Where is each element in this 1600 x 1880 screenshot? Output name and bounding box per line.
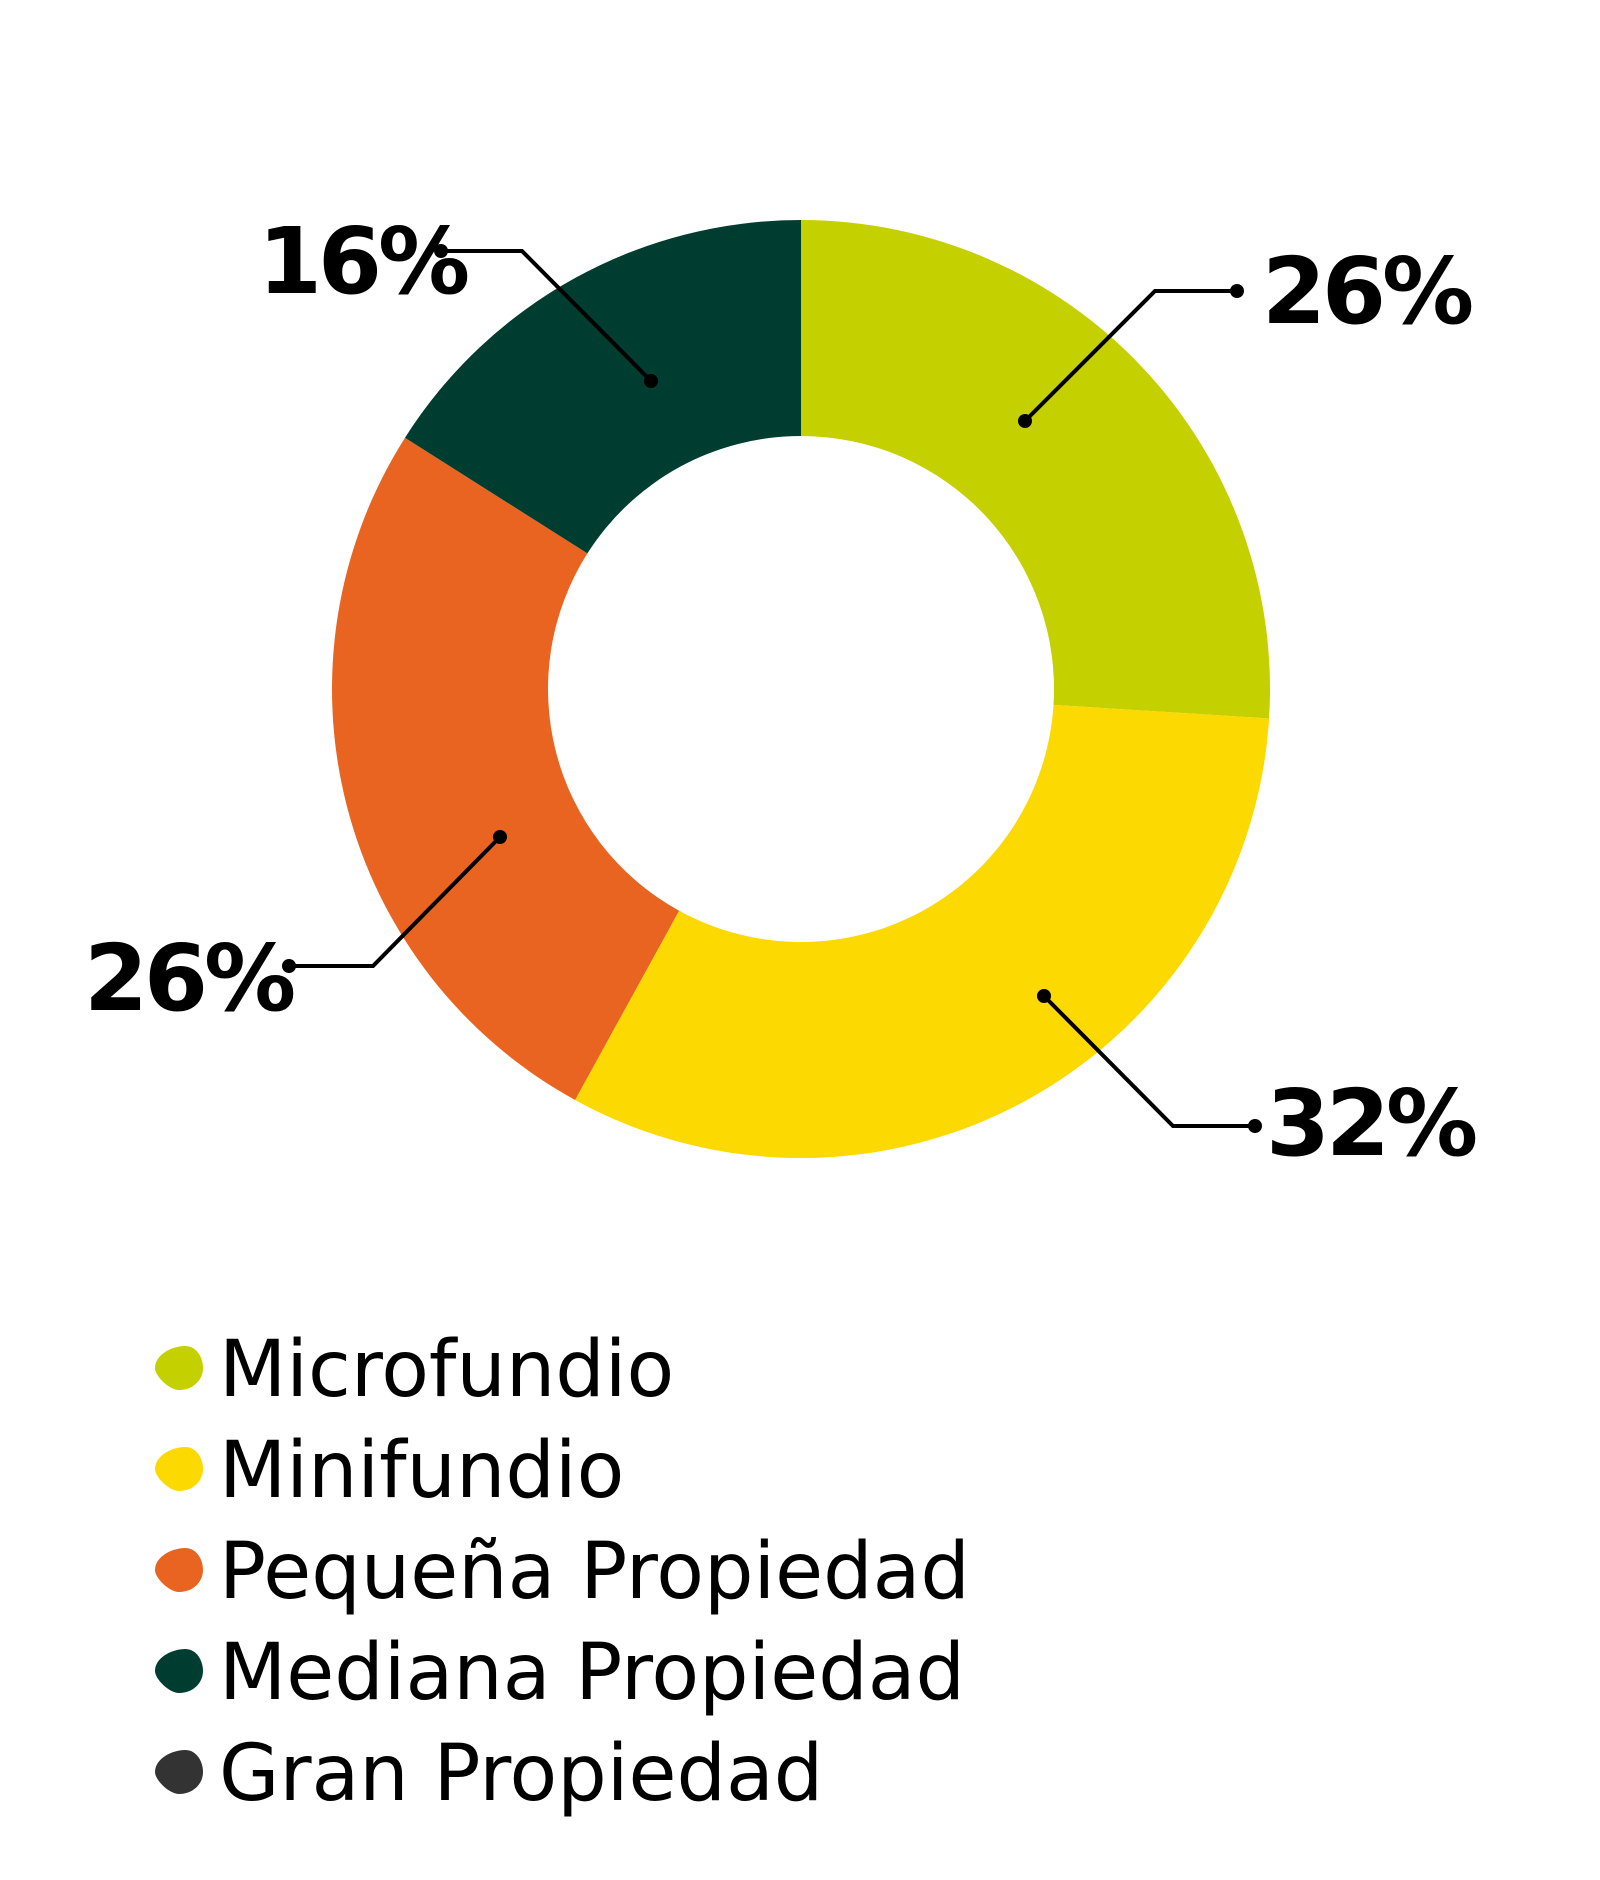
leader-dot — [1037, 989, 1051, 1003]
leader-line — [289, 835, 502, 968]
slice-pequeña-propiedad — [331, 437, 680, 1100]
leader-dot — [1248, 1119, 1262, 1133]
legend-item: Pequeña Propiedad — [155, 1527, 970, 1617]
data-label-3: 16% — [258, 208, 658, 388]
percentage-label: 26% — [1262, 238, 1472, 345]
legend-item: Mediana Propiedad — [155, 1628, 965, 1718]
legend-marker-icon — [155, 1346, 203, 1390]
legend-marker-icon — [155, 1750, 203, 1794]
percentage-label: 32% — [1266, 1070, 1476, 1177]
slice-mediana-propiedad — [405, 220, 801, 554]
legend-item: Microfundio — [155, 1325, 674, 1415]
leader-dot — [493, 830, 507, 844]
legend-marker-icon — [155, 1447, 203, 1491]
slice-minifundio — [575, 704, 1270, 1158]
data-label-2: 26% — [84, 830, 507, 1032]
percentage-label: 16% — [258, 208, 468, 315]
leader-dot — [1230, 284, 1244, 298]
legend-marker-icon — [155, 1548, 203, 1592]
legend-label: Gran Propiedad — [219, 1729, 823, 1819]
leader-dot — [282, 959, 296, 973]
legend-item: Minifundio — [155, 1426, 624, 1516]
data-label-0: 26% — [1018, 238, 1476, 428]
data-label-1: 32% — [1037, 989, 1480, 1177]
legend-label: Mediana Propiedad — [219, 1628, 965, 1718]
leader-line — [1042, 994, 1255, 1128]
legend-marker-icon — [155, 1649, 203, 1693]
percentage-label: 26% — [84, 925, 294, 1032]
leader-dot — [644, 374, 658, 388]
leader-line — [1023, 289, 1237, 423]
legend-label: Microfundio — [219, 1325, 674, 1415]
leader-dot — [1018, 414, 1032, 428]
legend-label: Minifundio — [219, 1426, 624, 1516]
leader-dot — [434, 244, 448, 258]
legend-item: Gran Propiedad — [155, 1729, 823, 1819]
leader-line — [441, 249, 653, 383]
slice-microfundio — [801, 220, 1270, 719]
legend-label: Pequeña Propiedad — [219, 1527, 970, 1617]
